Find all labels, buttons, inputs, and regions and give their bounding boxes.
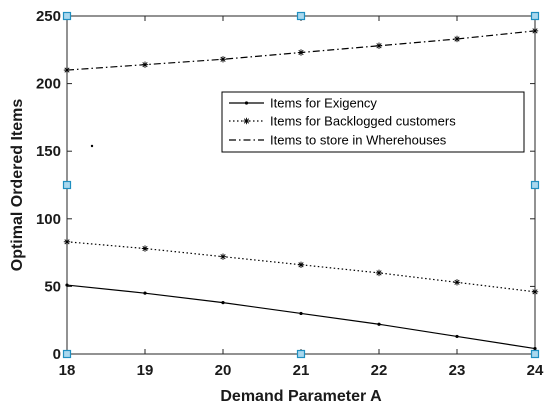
y-axis-title: Optimal Ordered Items [9, 99, 26, 272]
y-tick-label: 150 [36, 143, 61, 160]
resize-handle-1[interactable] [296, 11, 306, 21]
data-point-1-4 [375, 269, 383, 277]
legend-marker-exigency [244, 101, 249, 105]
x-tick-label: 19 [137, 362, 154, 379]
resize-handle-5[interactable] [62, 349, 72, 359]
x-tick-label: 23 [449, 362, 466, 379]
series-layer [63, 27, 539, 351]
resize-handle-7[interactable] [530, 349, 540, 359]
legend-label-backlogged: Items for Backlogged customers [270, 114, 456, 129]
data-point-2-6 [531, 27, 539, 35]
data-point-1-5 [453, 279, 461, 286]
data-point-2-5 [453, 35, 461, 43]
y-tick-label: 0 [53, 346, 61, 363]
resize-handle-4[interactable] [530, 180, 540, 190]
resize-handle-0[interactable] [62, 11, 72, 21]
resize-handle-2[interactable] [530, 11, 540, 21]
y-tick-label: 50 [44, 278, 61, 295]
resize-handle-3[interactable] [62, 180, 72, 190]
x-tick-label: 22 [371, 362, 388, 379]
data-point-0-5 [455, 334, 459, 339]
y-tick-label: 200 [36, 76, 61, 93]
data-point-0-1 [143, 291, 147, 295]
data-point-1-2 [219, 253, 227, 260]
data-point-2-1 [141, 61, 149, 68]
data-point-0-2 [221, 301, 225, 305]
data-point-1-1 [141, 245, 149, 252]
legend: Items for Exigency Items for Backlogged … [221, 91, 525, 153]
data-point-0-6 [533, 346, 537, 351]
legend-label-warehouses: Items to store in Wherehouses [270, 133, 447, 148]
legend-asterisk-stroke [243, 117, 250, 125]
data-point-2-4 [375, 42, 383, 49]
legend-marker-backlogged [243, 117, 250, 125]
plot-area [66, 15, 536, 355]
legend-box [221, 91, 525, 153]
x-axis-title: Demand Parameter A [220, 388, 382, 405]
data-point-0-3 [299, 311, 303, 316]
data-point-1-3 [297, 261, 305, 268]
data-point-1-6 [531, 288, 539, 296]
y-axis: 0 50 100 150 200 250 [36, 8, 535, 363]
data-point-1-0 [63, 238, 71, 245]
data-point-0-4 [377, 322, 381, 326]
stray-point [90, 144, 94, 148]
x-tick-label: 20 [215, 362, 232, 379]
data-point-2-3 [297, 49, 305, 56]
x-tick-label: 18 [59, 362, 76, 379]
data-point-0-0 [65, 283, 69, 287]
y-tick-label: 100 [36, 211, 61, 228]
data-point-2-0 [63, 66, 71, 74]
legend-label-exigency: Items for Exigency [270, 96, 377, 111]
selection-handles [62, 11, 540, 359]
x-tick-label: 21 [293, 362, 310, 379]
data-point-2-2 [219, 56, 227, 63]
y-tick-label: 250 [36, 8, 61, 25]
x-tick-label: 24 [527, 362, 544, 379]
resize-handle-6[interactable] [296, 349, 306, 359]
